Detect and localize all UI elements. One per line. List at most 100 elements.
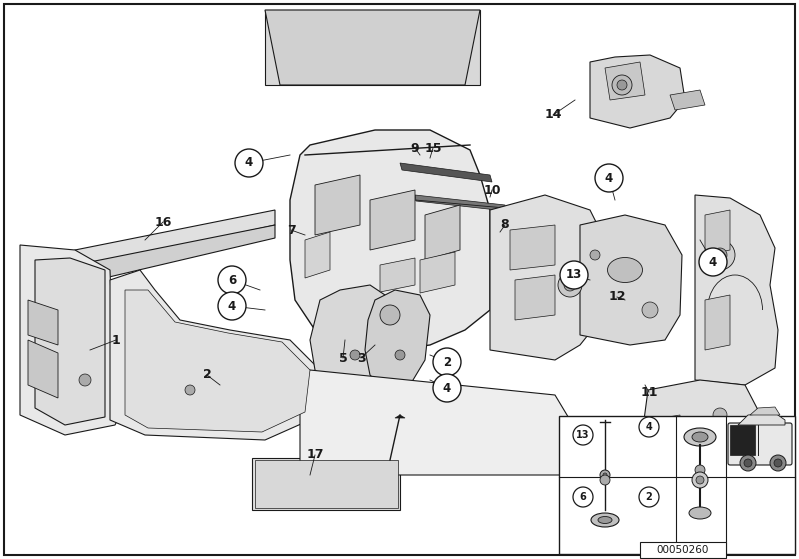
- FancyBboxPatch shape: [728, 423, 792, 465]
- Text: 4: 4: [228, 300, 237, 312]
- Text: 6: 6: [579, 492, 586, 502]
- Circle shape: [573, 425, 593, 445]
- Polygon shape: [580, 215, 682, 345]
- Circle shape: [642, 302, 658, 318]
- Polygon shape: [510, 225, 555, 270]
- Polygon shape: [365, 290, 430, 390]
- Text: 2: 2: [443, 356, 451, 368]
- Circle shape: [696, 476, 704, 484]
- Polygon shape: [695, 195, 778, 385]
- Polygon shape: [315, 175, 360, 235]
- Circle shape: [235, 149, 263, 177]
- Ellipse shape: [598, 517, 612, 523]
- Ellipse shape: [689, 507, 711, 519]
- Circle shape: [590, 250, 600, 260]
- Text: 9: 9: [411, 141, 419, 154]
- Polygon shape: [20, 245, 120, 435]
- Text: 17: 17: [306, 448, 324, 462]
- Polygon shape: [28, 340, 58, 398]
- Text: 14: 14: [544, 108, 562, 121]
- Polygon shape: [370, 190, 415, 250]
- Circle shape: [639, 417, 659, 437]
- Polygon shape: [415, 195, 506, 211]
- Polygon shape: [400, 163, 492, 182]
- Circle shape: [744, 459, 752, 467]
- Text: 15: 15: [424, 141, 442, 154]
- Ellipse shape: [684, 428, 716, 446]
- Circle shape: [699, 248, 727, 276]
- Text: 2: 2: [646, 492, 652, 502]
- Polygon shape: [265, 10, 480, 85]
- Polygon shape: [380, 258, 415, 292]
- Polygon shape: [310, 285, 390, 385]
- Text: 6: 6: [228, 273, 237, 287]
- Polygon shape: [590, 55, 685, 128]
- Circle shape: [558, 273, 582, 297]
- Polygon shape: [28, 300, 58, 345]
- Polygon shape: [125, 290, 310, 432]
- Polygon shape: [265, 10, 480, 85]
- Ellipse shape: [692, 432, 708, 442]
- Circle shape: [79, 374, 91, 386]
- Circle shape: [617, 80, 627, 90]
- Polygon shape: [730, 425, 755, 455]
- Circle shape: [600, 470, 610, 480]
- Circle shape: [564, 279, 576, 291]
- Circle shape: [218, 292, 246, 320]
- Circle shape: [395, 350, 405, 360]
- Polygon shape: [738, 413, 785, 425]
- Text: 8: 8: [501, 219, 509, 231]
- Circle shape: [433, 348, 461, 376]
- Circle shape: [603, 473, 607, 477]
- Text: 13: 13: [576, 430, 590, 440]
- Polygon shape: [60, 210, 275, 270]
- Circle shape: [770, 455, 786, 471]
- Circle shape: [433, 374, 461, 402]
- Text: 7: 7: [287, 224, 296, 236]
- Ellipse shape: [591, 513, 619, 527]
- Polygon shape: [252, 458, 400, 510]
- Circle shape: [740, 455, 756, 471]
- Polygon shape: [490, 195, 610, 360]
- Polygon shape: [305, 232, 330, 278]
- Text: 4: 4: [605, 172, 613, 184]
- Text: 3: 3: [356, 352, 365, 364]
- Polygon shape: [60, 225, 275, 285]
- Circle shape: [595, 164, 623, 192]
- Polygon shape: [425, 205, 460, 260]
- Polygon shape: [650, 415, 680, 455]
- Polygon shape: [300, 370, 570, 475]
- Polygon shape: [515, 275, 555, 320]
- Text: 4: 4: [709, 255, 718, 268]
- Text: 2: 2: [203, 368, 212, 381]
- Text: 10: 10: [483, 183, 501, 197]
- Polygon shape: [705, 210, 730, 255]
- Circle shape: [692, 472, 708, 488]
- Text: 13: 13: [566, 268, 582, 282]
- Text: 4: 4: [443, 381, 451, 395]
- Circle shape: [600, 475, 610, 485]
- Text: 5: 5: [339, 352, 348, 364]
- Text: 12: 12: [608, 291, 626, 304]
- Ellipse shape: [607, 258, 642, 282]
- Text: 00050260: 00050260: [657, 545, 710, 555]
- Polygon shape: [420, 252, 455, 293]
- Polygon shape: [605, 62, 645, 100]
- Circle shape: [560, 261, 588, 289]
- Polygon shape: [290, 130, 490, 350]
- Polygon shape: [705, 295, 730, 350]
- Polygon shape: [110, 270, 320, 440]
- Circle shape: [185, 385, 195, 395]
- Text: 4: 4: [244, 157, 253, 169]
- Circle shape: [705, 240, 735, 270]
- Polygon shape: [255, 460, 398, 508]
- Circle shape: [774, 459, 782, 467]
- Circle shape: [380, 305, 400, 325]
- Text: 16: 16: [154, 216, 172, 229]
- Circle shape: [695, 465, 705, 475]
- Polygon shape: [640, 380, 758, 468]
- Text: 1: 1: [112, 334, 121, 347]
- Polygon shape: [670, 90, 705, 110]
- Polygon shape: [750, 407, 780, 415]
- Bar: [559, 416, 795, 554]
